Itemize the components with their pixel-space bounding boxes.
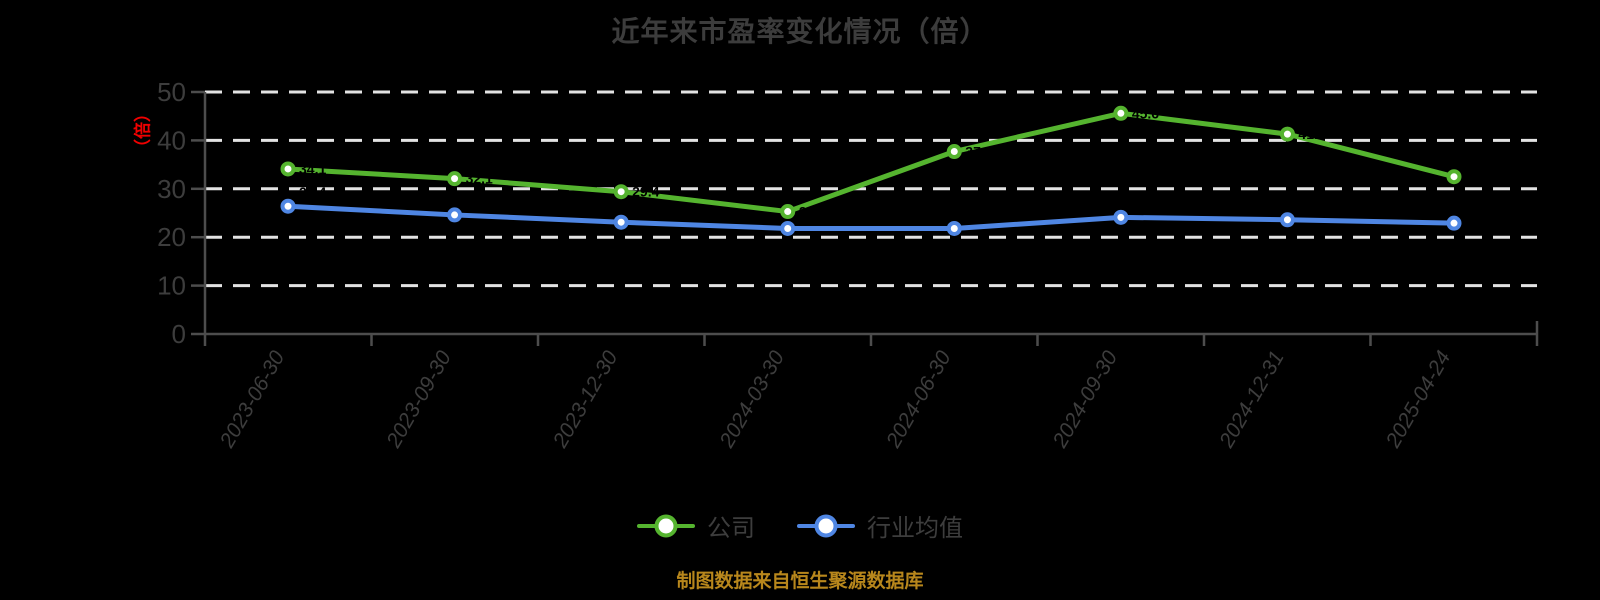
point-label-1-1: 24.6 xyxy=(466,193,493,209)
data-point-1-0[interactable] xyxy=(280,198,296,214)
point-label-1-6: 23.6 xyxy=(1298,198,1325,214)
legend-label-company: 公司 xyxy=(707,515,755,542)
x-tick-label-2024-09-30: 2024-09-30 xyxy=(1048,347,1122,453)
x-tick-label-2025-04-24: 2025-04-24 xyxy=(1381,347,1455,452)
data-source-note: 制图数据来自恒生聚源数据库 xyxy=(676,571,924,592)
data-point-0-6[interactable] xyxy=(1279,126,1295,142)
data-point-1-4[interactable] xyxy=(946,220,962,236)
data-point-1-6[interactable] xyxy=(1279,212,1295,228)
data-point-0-1[interactable] xyxy=(447,171,463,187)
point-label-0-2: 29.4 xyxy=(632,184,659,200)
point-label-0-0: 34.1 xyxy=(299,161,326,177)
data-point-0-3[interactable] xyxy=(780,204,796,220)
data-point-0-7[interactable] xyxy=(1446,169,1462,185)
y-tick-label-30: 30 xyxy=(157,174,186,204)
data-point-1-7[interactable] xyxy=(1446,215,1462,231)
data-point-1-5[interactable] xyxy=(1113,209,1129,225)
data-point-1-3[interactable] xyxy=(780,220,796,236)
point-label-1-7: 22.9 xyxy=(1465,201,1492,217)
data-point-0-2[interactable] xyxy=(613,184,629,200)
y-tick-label-10: 10 xyxy=(157,271,186,301)
series-line-0 xyxy=(285,110,1457,215)
legend-item-industry-average[interactable]: 行业均值 xyxy=(797,508,963,543)
company-series-marker-icon xyxy=(637,514,695,537)
y-tick-label-0: 0 xyxy=(172,319,186,349)
point-label-0-3: 25.3 xyxy=(799,204,826,220)
x-tick-label-2023-06-30: 2023-06-30 xyxy=(215,347,289,453)
company-series-dot-icon xyxy=(654,514,678,537)
data-point-0-5[interactable] xyxy=(1113,105,1129,121)
point-label-1-3: 21.8 xyxy=(799,206,826,222)
point-label-0-7: 32.5 xyxy=(1465,169,1492,185)
x-tick-label-2024-06-30: 2024-06-30 xyxy=(881,347,955,453)
point-label-0-4: 37.7 xyxy=(965,144,992,160)
point-label-0-5: 45.6 xyxy=(1132,105,1159,121)
y-tick-label-20: 20 xyxy=(157,222,186,252)
point-label-1-5: 24.1 xyxy=(1132,195,1159,211)
y-tick-label-40: 40 xyxy=(157,125,186,155)
legend-label-industry-average: 行业均值 xyxy=(867,515,963,542)
x-tick-label-2024-03-30: 2024-03-30 xyxy=(715,347,789,453)
point-label-0-1: 32.1 xyxy=(466,171,493,187)
point-label-1-2: 23.1 xyxy=(632,200,659,216)
x-tick-label-2024-12-31: 2024-12-31 xyxy=(1215,347,1289,452)
chart-title: 近年来市盈率变化情况（倍） xyxy=(611,16,989,47)
point-label-0-6: 41.3 xyxy=(1298,126,1325,142)
legend: 公司 行业均值 xyxy=(0,508,1600,543)
x-tick-label-2023-12-30: 2023-12-30 xyxy=(548,347,622,453)
point-label-1-4: 21.8 xyxy=(965,206,992,222)
data-point-0-0[interactable] xyxy=(280,161,296,177)
data-point-0-4[interactable] xyxy=(946,144,962,160)
industry-series-marker-icon xyxy=(797,514,855,537)
y-tick-label-50: 50 xyxy=(157,77,186,107)
x-tick-label-2023-09-30: 2023-09-30 xyxy=(382,347,456,453)
legend-item-company[interactable]: 公司 xyxy=(637,508,755,543)
data-point-1-1[interactable] xyxy=(447,207,463,223)
industry-series-dot-icon xyxy=(814,514,838,537)
data-point-1-2[interactable] xyxy=(613,214,629,230)
point-label-1-0: 26.4 xyxy=(299,184,326,200)
series-line-1 xyxy=(285,203,1457,231)
